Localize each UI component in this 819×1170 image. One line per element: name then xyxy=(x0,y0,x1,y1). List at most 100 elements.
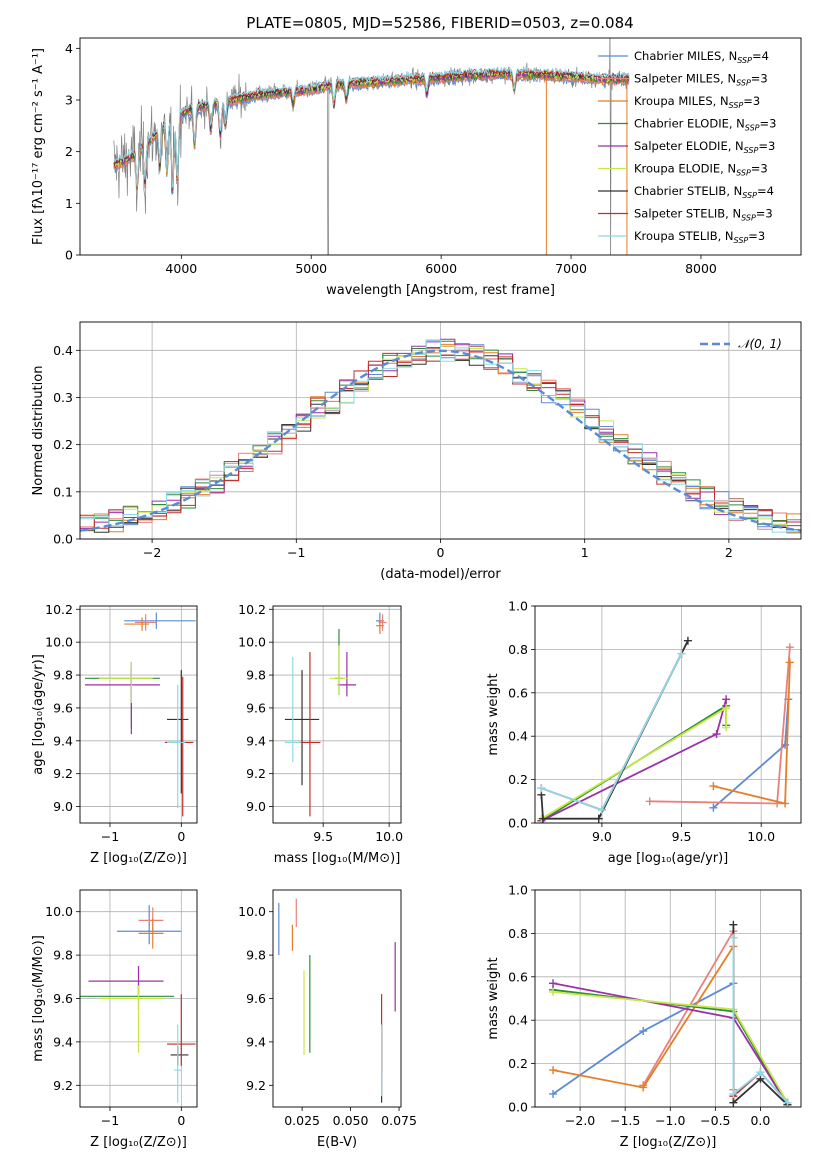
plot-area xyxy=(278,898,396,1103)
axes-frame xyxy=(272,605,402,824)
y-tick-label: 0.2 xyxy=(508,1056,528,1071)
y-tick-label: 0.2 xyxy=(53,437,73,452)
weight-line-6 xyxy=(540,640,689,820)
panel-mass-vs-z: −1 0 9.2 9.4 9.6 9.8 10.0 Z [log₁₀(Z/Z⊙)] mass [… xyxy=(31,889,198,1150)
y-tick-label: 0.0 xyxy=(508,1100,528,1115)
y-tick-label: 0.0 xyxy=(53,532,73,547)
weight-line-0 xyxy=(712,699,790,809)
panel-weight-vs-age: 9.0 9.5 10.0 0.0 0.2 0.4 0.6 0.8 1.0 age [log₁₀(a… xyxy=(486,599,802,866)
y-tick-label: 10.0 xyxy=(45,904,73,919)
y-tick-label: 9.4 xyxy=(53,733,73,748)
x-axis-label: Z [log₁₀(Z/Z⊙)] xyxy=(90,851,187,866)
x-tick-label: 0.075 xyxy=(381,1113,417,1128)
weight-point-6-2 xyxy=(594,814,603,823)
y-tick-label: 9.6 xyxy=(246,991,266,1006)
y-tick-label: 10.2 xyxy=(45,602,73,617)
x-tick-label: 10.0 xyxy=(747,829,775,844)
y-tick-label: 10.2 xyxy=(238,602,266,617)
weight-point-6-3 xyxy=(683,636,692,645)
weight-point-0-1 xyxy=(639,1027,648,1036)
y-tick-label: 4 xyxy=(65,41,73,56)
legend-label: Chabrier MILES, NSSP=4 xyxy=(634,49,769,65)
x-tick-label: 6000 xyxy=(425,261,457,276)
y-tick-label: 9.2 xyxy=(53,1078,73,1093)
y-tick-label: 0.6 xyxy=(508,969,528,984)
x-axis-label: wavelength [Angstrom, rest frame] xyxy=(326,283,555,298)
y-tick-label: 1.0 xyxy=(508,883,528,898)
x-tick-label: −1 xyxy=(101,829,119,844)
x-tick-label: 4000 xyxy=(165,261,197,276)
y-tick-label: 9.8 xyxy=(246,668,266,683)
y-tick-label: 0.6 xyxy=(508,685,528,700)
weight-point-8-1 xyxy=(597,805,606,814)
weight-point-1-2 xyxy=(785,643,794,652)
y-tick-label: 9.4 xyxy=(246,733,266,748)
legend-label: 𝒩(0, 1) xyxy=(738,337,782,351)
plot-area xyxy=(113,38,630,255)
y-axis-label: mass weight xyxy=(486,957,501,1039)
x-tick-label: −2.0 xyxy=(565,1113,595,1128)
axes-frame xyxy=(534,605,802,824)
x-tick-label: 7000 xyxy=(555,261,587,276)
y-tick-label: 0.8 xyxy=(508,642,528,657)
weight-point-1-0 xyxy=(645,797,654,806)
axes-frame xyxy=(272,889,402,1108)
y-tick-label: 10.0 xyxy=(45,635,73,650)
model-line-5 xyxy=(113,68,630,189)
y-tick-label: 9.8 xyxy=(246,948,266,963)
y-tick-label: 1.0 xyxy=(508,599,528,614)
y-tick-label: 9.0 xyxy=(53,799,73,814)
model-line-1 xyxy=(113,72,630,192)
legend-label: Salpeter MILES, NSSP=3 xyxy=(634,72,768,88)
x-tick-label: −1 xyxy=(101,1113,119,1128)
x-tick-label: 9.5 xyxy=(672,829,692,844)
x-tick-label: 0 xyxy=(177,829,185,844)
y-axis-label: mass weight xyxy=(486,673,501,755)
y-tick-label: 0 xyxy=(65,248,73,263)
y-tick-label: 9.6 xyxy=(53,991,73,1006)
weight-point-0-0 xyxy=(709,803,718,812)
legend: Chabrier MILES, NSSP=4 Salpeter MILES, NS… xyxy=(598,49,776,245)
weight-point-2-1 xyxy=(639,1083,648,1092)
model-line-8 xyxy=(113,65,630,189)
plot-area xyxy=(80,338,801,534)
y-tick-label: 0.1 xyxy=(53,484,73,499)
x-axis-label: mass [log₁₀(M/M⊙)] xyxy=(274,851,401,866)
weight-point-8-1 xyxy=(729,1089,738,1098)
gaussian-curve xyxy=(80,349,801,532)
y-tick-label: 3 xyxy=(65,93,73,108)
axes-frame xyxy=(534,889,802,1108)
weight-point-2-0 xyxy=(709,782,718,791)
x-tick-label: 0 xyxy=(177,1113,185,1128)
weight-point-8-2 xyxy=(756,1068,765,1077)
weight-point-2-2 xyxy=(785,658,794,667)
y-tick-label: 0.4 xyxy=(508,729,528,744)
axes-frame xyxy=(79,321,802,540)
weight-point-8-0 xyxy=(729,933,738,942)
x-tick-label: 0.0 xyxy=(750,1113,770,1128)
y-axis-label: Normed distribution xyxy=(31,366,46,496)
x-tick-label: 5000 xyxy=(295,261,327,276)
x-tick-label: 10.0 xyxy=(375,829,403,844)
axes-frame xyxy=(79,605,198,824)
x-tick-label: 8000 xyxy=(685,261,717,276)
x-axis-label: E(B-V) xyxy=(317,1135,357,1150)
x-axis-label: Z [log₁₀(Z/Z⊙)] xyxy=(90,1135,187,1150)
x-tick-label: 9.0 xyxy=(592,829,612,844)
x-tick-label: −1.0 xyxy=(655,1113,685,1128)
x-tick-label: 0 xyxy=(437,545,445,560)
y-tick-label: 0.2 xyxy=(508,772,528,787)
plot-area xyxy=(84,612,196,817)
y-axis-label: age [log₁₀(age/yr)] xyxy=(31,654,46,775)
x-axis-label: Z [log₁₀(Z/Z⊙)] xyxy=(620,1135,717,1150)
plot-area xyxy=(549,920,792,1107)
weight-point-2-0 xyxy=(549,1066,558,1075)
x-tick-label: 1 xyxy=(581,545,589,560)
panel-weight-vs-z: −2.0 −1.5 −1.0 −0.5 0.0 0.0 0.2 0.4 0.6 0.8 1.0 Z [… xyxy=(486,883,802,1150)
y-tick-label: 9.4 xyxy=(246,1034,266,1049)
weight-point-4-2 xyxy=(722,695,731,704)
y-tick-label: 10.0 xyxy=(238,904,266,919)
model-line-2 xyxy=(113,71,630,193)
panel-age-vs-mass: 9.5 10.0 9.0 9.2 9.4 9.6 9.8 10.0 10.2 mass [log₁… xyxy=(238,602,403,866)
